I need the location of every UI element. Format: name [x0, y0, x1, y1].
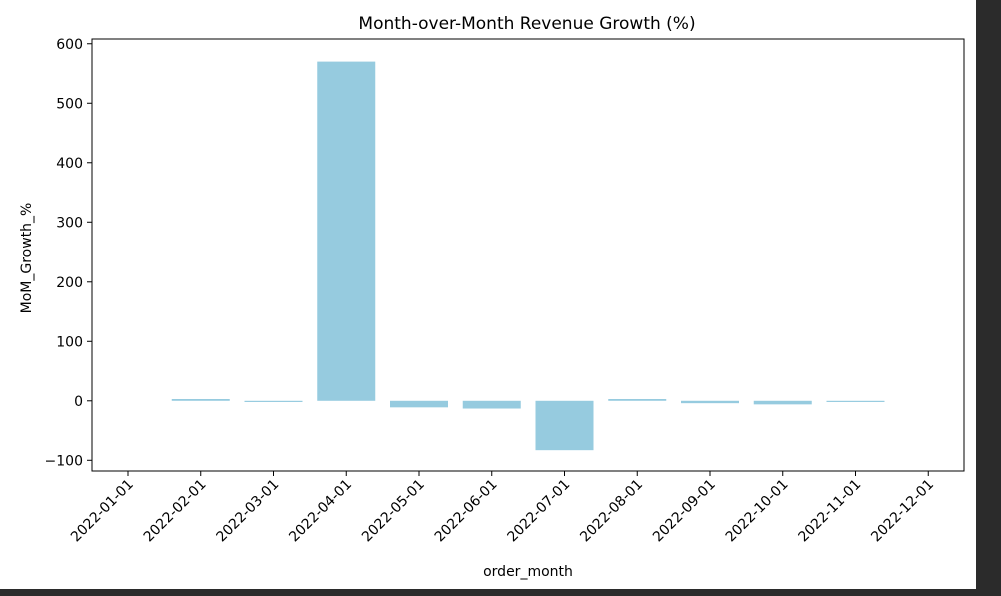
y-tick-label: −100	[45, 453, 83, 469]
y-axis: −100 0 100 200 300 400 500 600	[45, 37, 92, 469]
x-tick-label: 2022-11-01	[795, 477, 864, 546]
chart-figure: Month-over-Month Revenue Growth (%) −100…	[0, 0, 976, 589]
x-tick-label: 2022-04-01	[286, 477, 355, 546]
plot-frame	[91, 38, 965, 472]
bar-2022-02-01	[171, 399, 230, 401]
x-tick-label: 2022-02-01	[141, 477, 210, 546]
y-tick-label: 600	[56, 37, 83, 53]
bar-chart: Month-over-Month Revenue Growth (%) −100…	[19, 14, 965, 580]
x-tick-label: 2022-12-01	[868, 477, 937, 546]
y-tick-label: 200	[56, 275, 83, 291]
x-tick-label: 2022-08-01	[577, 477, 646, 546]
y-axis-label: MoM_Growth_%	[19, 203, 35, 314]
x-tick-label: 2022-07-01	[504, 477, 573, 546]
bar-group	[171, 61, 885, 451]
bar-2022-07-01	[535, 400, 594, 451]
chart-title: Month-over-Month Revenue Growth (%)	[358, 14, 695, 34]
x-axis-label: order_month	[483, 564, 573, 580]
y-tick-label: 400	[56, 156, 83, 172]
x-tick-label: 2022-01-01	[68, 477, 137, 546]
bar-2022-04-01	[317, 61, 376, 401]
bar-2022-03-01	[244, 400, 303, 402]
x-tick-label: 2022-05-01	[359, 477, 428, 546]
y-tick-label: 100	[56, 334, 83, 350]
bar-2022-09-01	[681, 400, 739, 404]
y-tick-label: 0	[74, 394, 83, 410]
x-tick-label: 2022-06-01	[432, 477, 501, 546]
bar-2022-11-01	[826, 400, 885, 402]
bar-2022-10-01	[753, 400, 812, 405]
bar-2022-08-01	[608, 399, 667, 401]
x-tick-label: 2022-10-01	[723, 477, 792, 546]
x-tick-label: 2022-09-01	[650, 477, 719, 546]
bar-2022-06-01	[462, 400, 521, 409]
y-tick-label: 500	[56, 96, 83, 112]
x-tick-label: 2022-03-01	[213, 477, 282, 546]
y-tick-label: 300	[56, 215, 83, 231]
bar-2022-05-01	[390, 400, 448, 408]
x-axis: 2022-01-01 2022-02-01 2022-03-01 2022-04-01…	[68, 471, 937, 545]
